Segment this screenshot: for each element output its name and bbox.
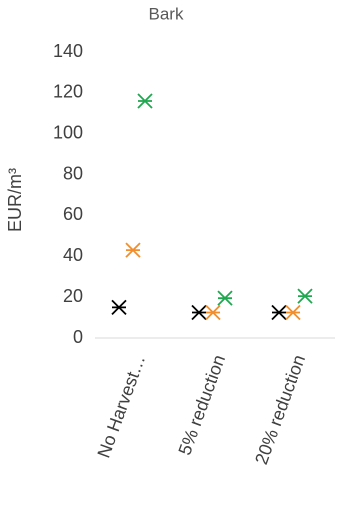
- y-tick-label: 120: [53, 82, 83, 102]
- marker: [285, 304, 301, 321]
- marker: [297, 288, 313, 304]
- marker: [111, 299, 127, 315]
- x-tick-label: 5% reduction: [174, 352, 229, 458]
- y-axis-label: EUR/m³: [5, 168, 25, 232]
- y-tick-label: 60: [63, 204, 83, 224]
- marker: [125, 242, 141, 258]
- y-tick-label: 140: [53, 41, 83, 61]
- y-tick-label: 20: [63, 286, 83, 306]
- y-tick-label: 80: [63, 163, 83, 183]
- marker: [217, 290, 233, 306]
- y-tick-label: 40: [63, 245, 83, 265]
- marker: [271, 304, 287, 321]
- y-tick-label: 100: [53, 122, 83, 142]
- x-tick-label: No Harvest…: [93, 352, 149, 460]
- chart-title: Bark: [149, 4, 184, 23]
- marker: [205, 304, 221, 321]
- x-tick-label: 20% reduction: [251, 352, 309, 467]
- marker: [137, 93, 153, 109]
- marker: [191, 304, 207, 321]
- y-tick-label: 0: [73, 327, 83, 347]
